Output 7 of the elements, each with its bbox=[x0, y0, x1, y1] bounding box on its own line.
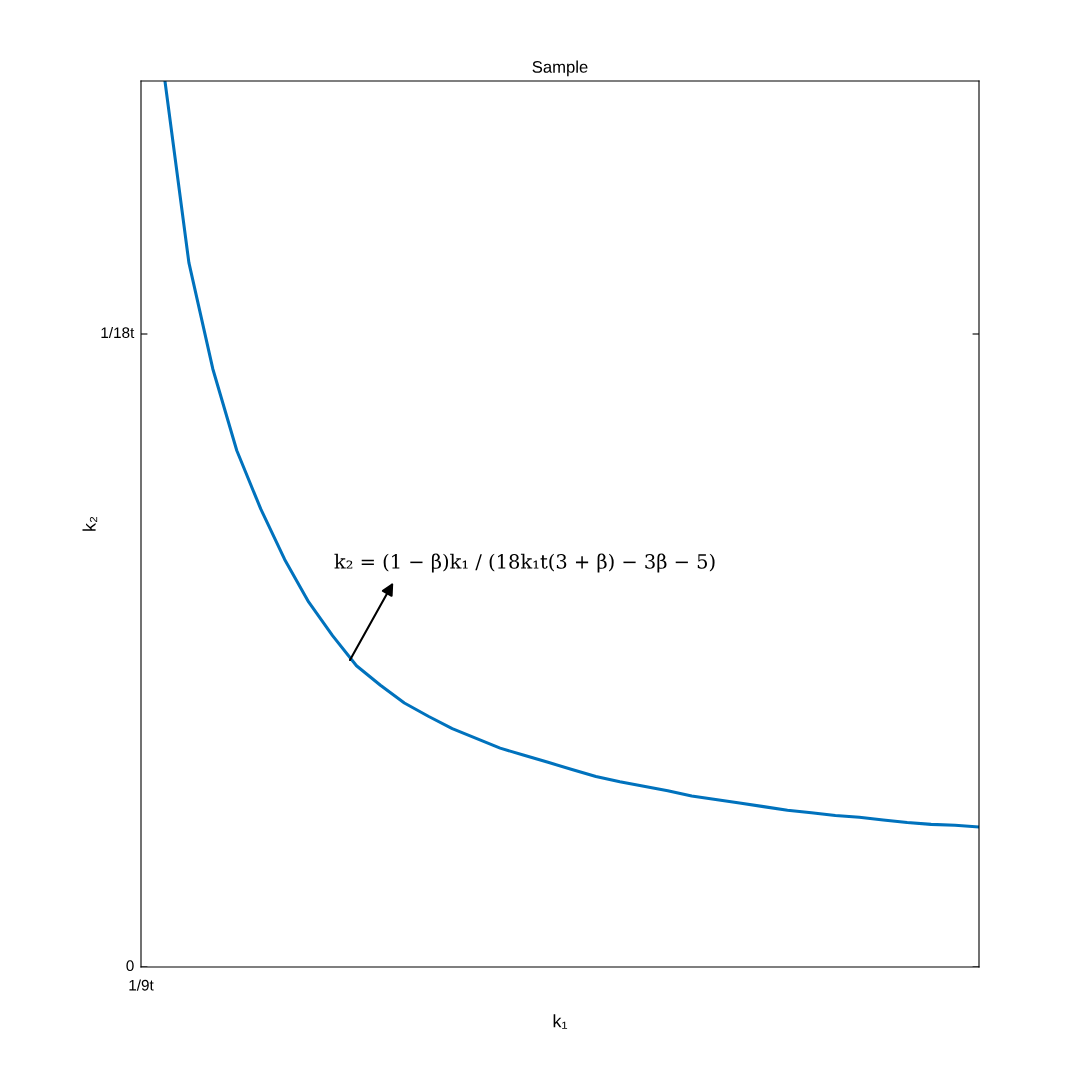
x-axis-title: k₁ bbox=[553, 1014, 568, 1029]
chart-title: Sample bbox=[532, 60, 588, 77]
text: 0 bbox=[126, 960, 134, 972]
annotation: k₂ = (1 − β)k₁ / (18k₁t(3 + β) − 3β − 5) bbox=[334, 553, 715, 573]
text: 1/18t bbox=[101, 326, 135, 339]
text: 1/9t bbox=[129, 979, 154, 991]
y-axis-title: k₂ bbox=[82, 516, 98, 531]
